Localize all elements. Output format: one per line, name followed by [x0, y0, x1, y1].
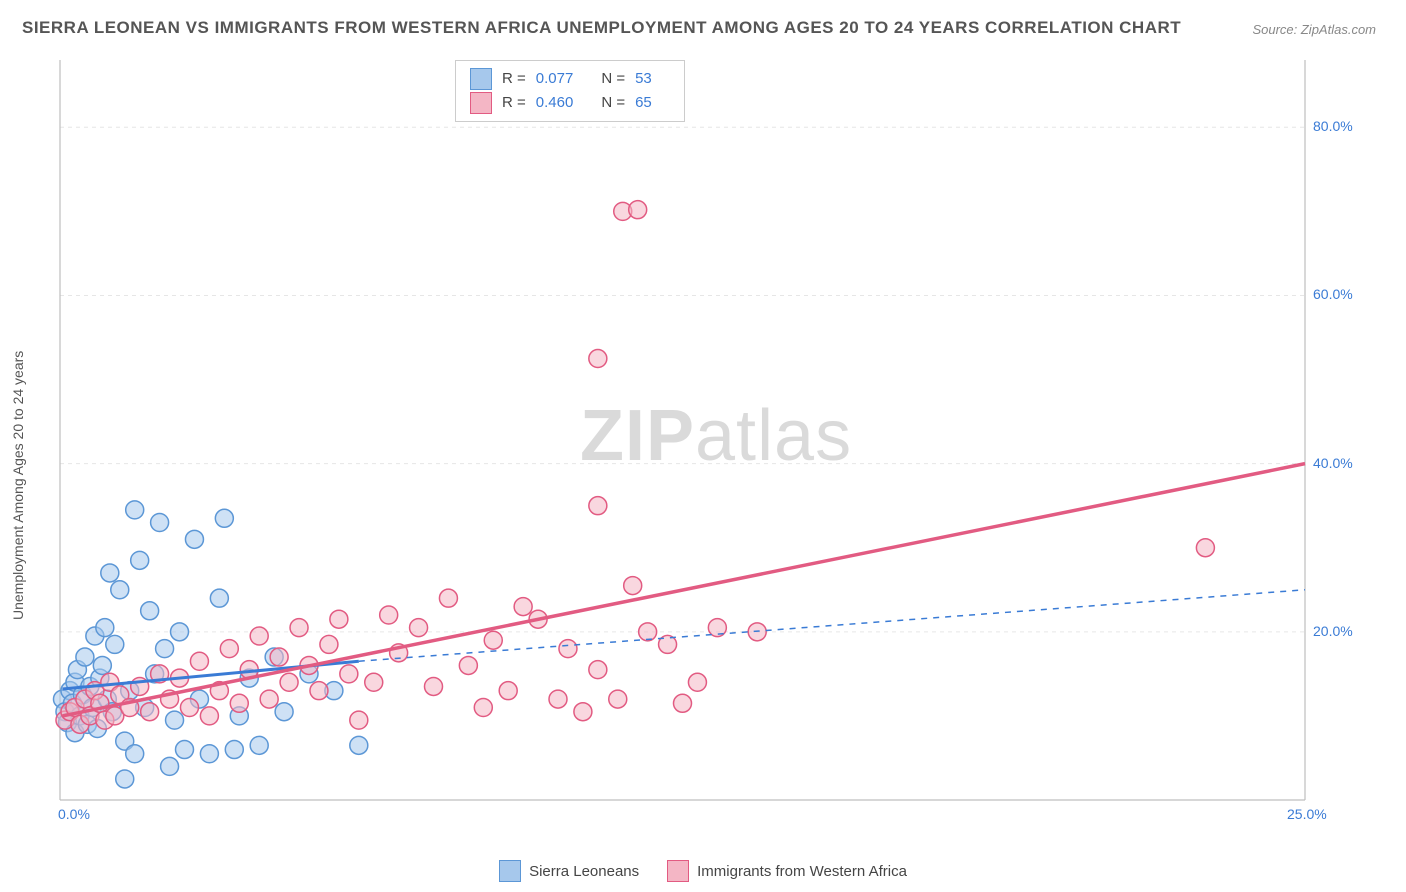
- stats-row: R = 0.460N = 65: [470, 91, 670, 115]
- x-tick-label: 25.0%: [1287, 806, 1327, 822]
- bottom-legend: Sierra Leoneans Immigrants from Western …: [0, 860, 1406, 882]
- chart-area: ZIPatlas: [50, 55, 1360, 825]
- y-axis-label: Unemployment Among Ages 20 to 24 years: [10, 351, 26, 620]
- legend-label-sierra: Sierra Leoneans: [529, 863, 639, 880]
- y-tick-label: 40.0%: [1313, 455, 1353, 471]
- stats-legend-box: R = 0.077N = 53R = 0.460N = 65: [455, 60, 685, 122]
- legend-swatch-sierra: [499, 860, 521, 882]
- y-tick-label: 20.0%: [1313, 623, 1353, 639]
- stats-row: R = 0.077N = 53: [470, 67, 670, 91]
- legend-swatch-wafrica: [667, 860, 689, 882]
- x-tick-label: 0.0%: [58, 806, 90, 822]
- y-tick-label: 80.0%: [1313, 118, 1353, 134]
- legend-item-wafrica: Immigrants from Western Africa: [667, 860, 907, 882]
- source-attribution: Source: ZipAtlas.com: [1252, 22, 1376, 37]
- y-tick-label: 60.0%: [1313, 286, 1353, 302]
- chart-title: SIERRA LEONEAN VS IMMIGRANTS FROM WESTER…: [22, 18, 1181, 38]
- legend-item-sierra: Sierra Leoneans: [499, 860, 639, 882]
- scatter-chart: [50, 55, 1360, 825]
- legend-label-wafrica: Immigrants from Western Africa: [697, 863, 907, 880]
